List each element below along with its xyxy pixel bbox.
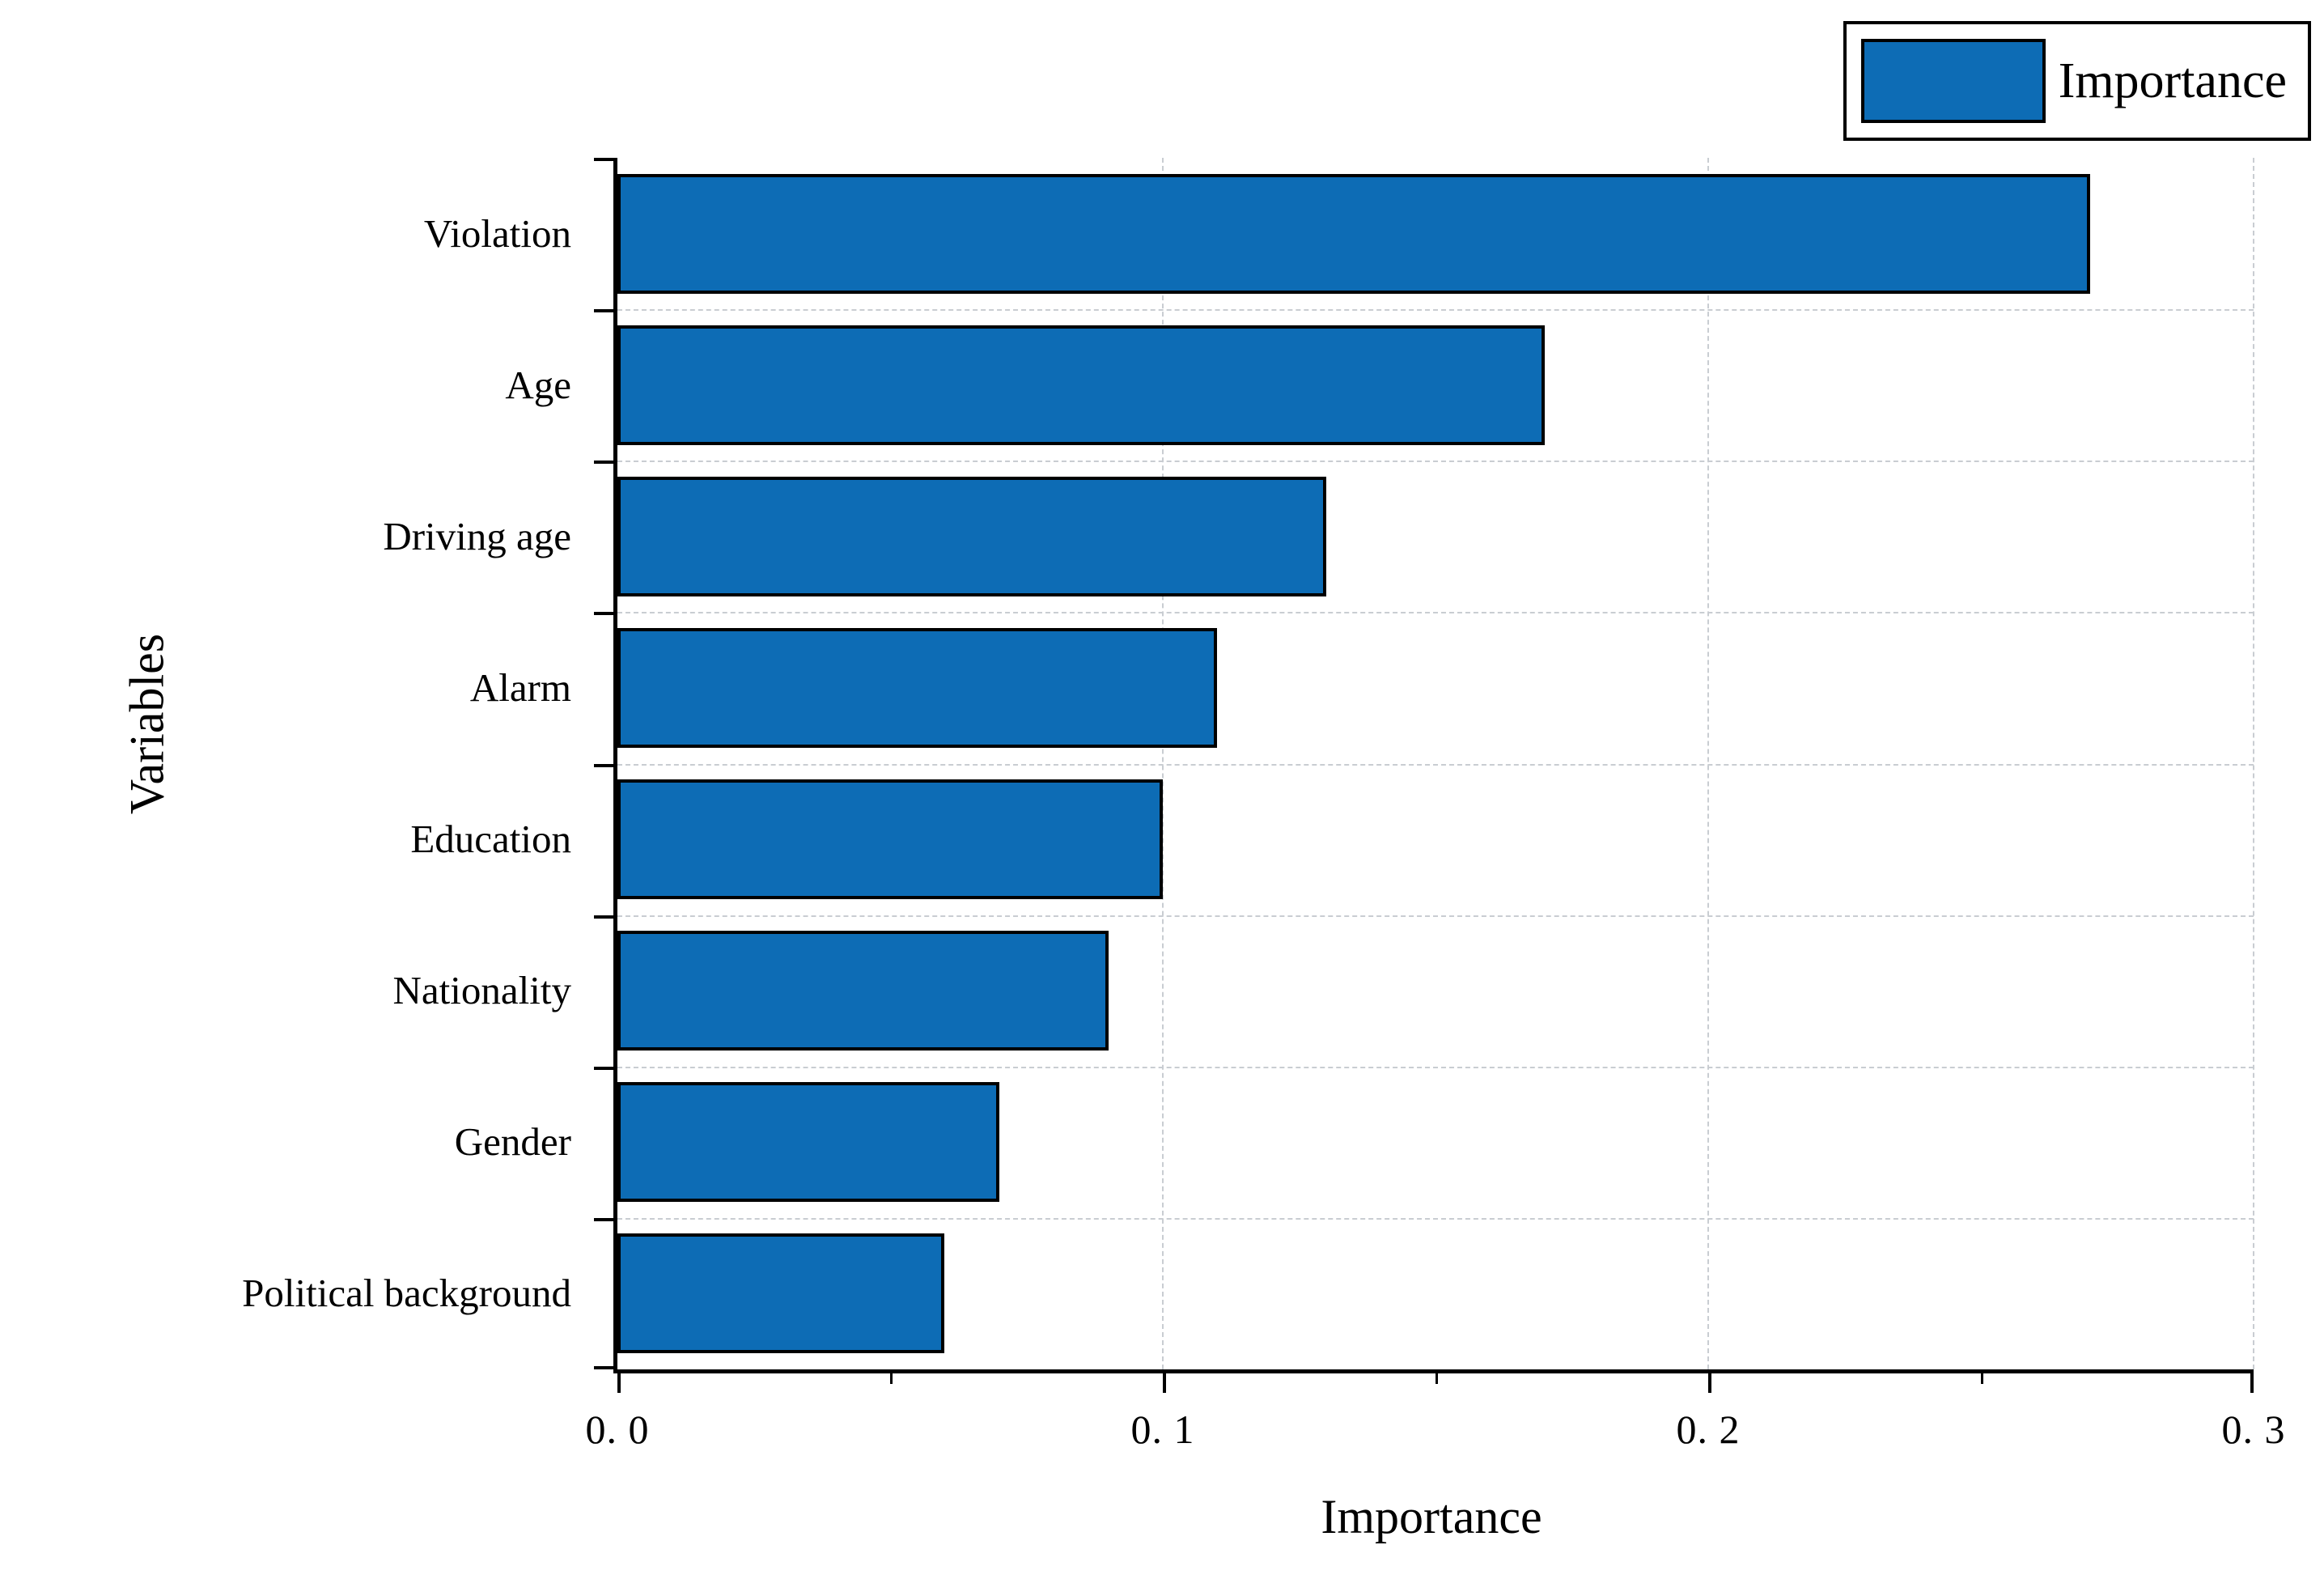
bar-education (617, 779, 1163, 900)
bar-violation (617, 173, 2090, 294)
bar-age (617, 325, 1545, 445)
bar-driving-age (617, 476, 1327, 596)
y-axis-tick (594, 158, 613, 161)
x-axis-title: Importance (1321, 1490, 1542, 1543)
legend: Importance (1843, 21, 2311, 141)
x-tick-label: 0. 2 (1676, 1407, 1741, 1452)
x-axis-tick (1708, 1373, 1711, 1393)
x-tick-label: 0. 0 (585, 1407, 650, 1452)
gridline-horizontal (617, 612, 2254, 614)
x-axis-tick (1163, 1373, 1166, 1393)
bar-political-background (617, 1233, 945, 1354)
gridline-horizontal (617, 915, 2254, 917)
y-axis-tick (594, 612, 613, 616)
gridline-horizontal (617, 1066, 2254, 1068)
bar-nationality (617, 931, 1109, 1051)
category-label: Age (505, 362, 571, 407)
y-axis-tick (594, 915, 613, 919)
x-axis-minor-tick (890, 1373, 893, 1384)
x-tick-label: 0. 1 (1130, 1407, 1195, 1452)
y-axis-tick (594, 1066, 613, 1070)
gridline-vertical (1162, 158, 1164, 1369)
category-label: Driving age (383, 513, 571, 558)
y-axis-tick (594, 763, 613, 767)
gridline-horizontal (617, 309, 2254, 312)
bar-gender (617, 1082, 999, 1203)
category-label: Alarm (469, 664, 571, 710)
bar-alarm (617, 627, 1218, 748)
y-axis-tick (594, 461, 613, 465)
x-axis-tick (2250, 1373, 2254, 1393)
gridline-horizontal (617, 461, 2254, 463)
legend-swatch (1860, 39, 2046, 123)
gridline-horizontal (617, 763, 2254, 766)
category-label: Nationality (392, 968, 571, 1013)
gridline-vertical (1707, 158, 1709, 1369)
category-label: Political background (242, 1271, 571, 1316)
x-axis-minor-tick (1981, 1373, 1983, 1384)
category-label: Gender (454, 1119, 571, 1165)
y-axis-tick (594, 1217, 613, 1221)
category-label: Education (410, 817, 571, 862)
category-label: Violation (423, 210, 571, 256)
legend-label: Importance (2058, 53, 2287, 108)
x-axis-tick (617, 1373, 621, 1393)
x-tick-label: 0. 3 (2221, 1407, 2286, 1452)
category-axis-labels: Violation Age Driving age Alarm Education Nat… (0, 158, 592, 1369)
x-axis-minor-tick (1436, 1373, 1438, 1384)
y-axis-tick (594, 1366, 613, 1369)
gridline-vertical (2253, 158, 2254, 1369)
gridline-horizontal (617, 1217, 2254, 1220)
plot-area: 0. 0 0. 1 0. 2 0. 3 (586, 158, 2285, 1452)
y-axis-tick (594, 309, 613, 313)
